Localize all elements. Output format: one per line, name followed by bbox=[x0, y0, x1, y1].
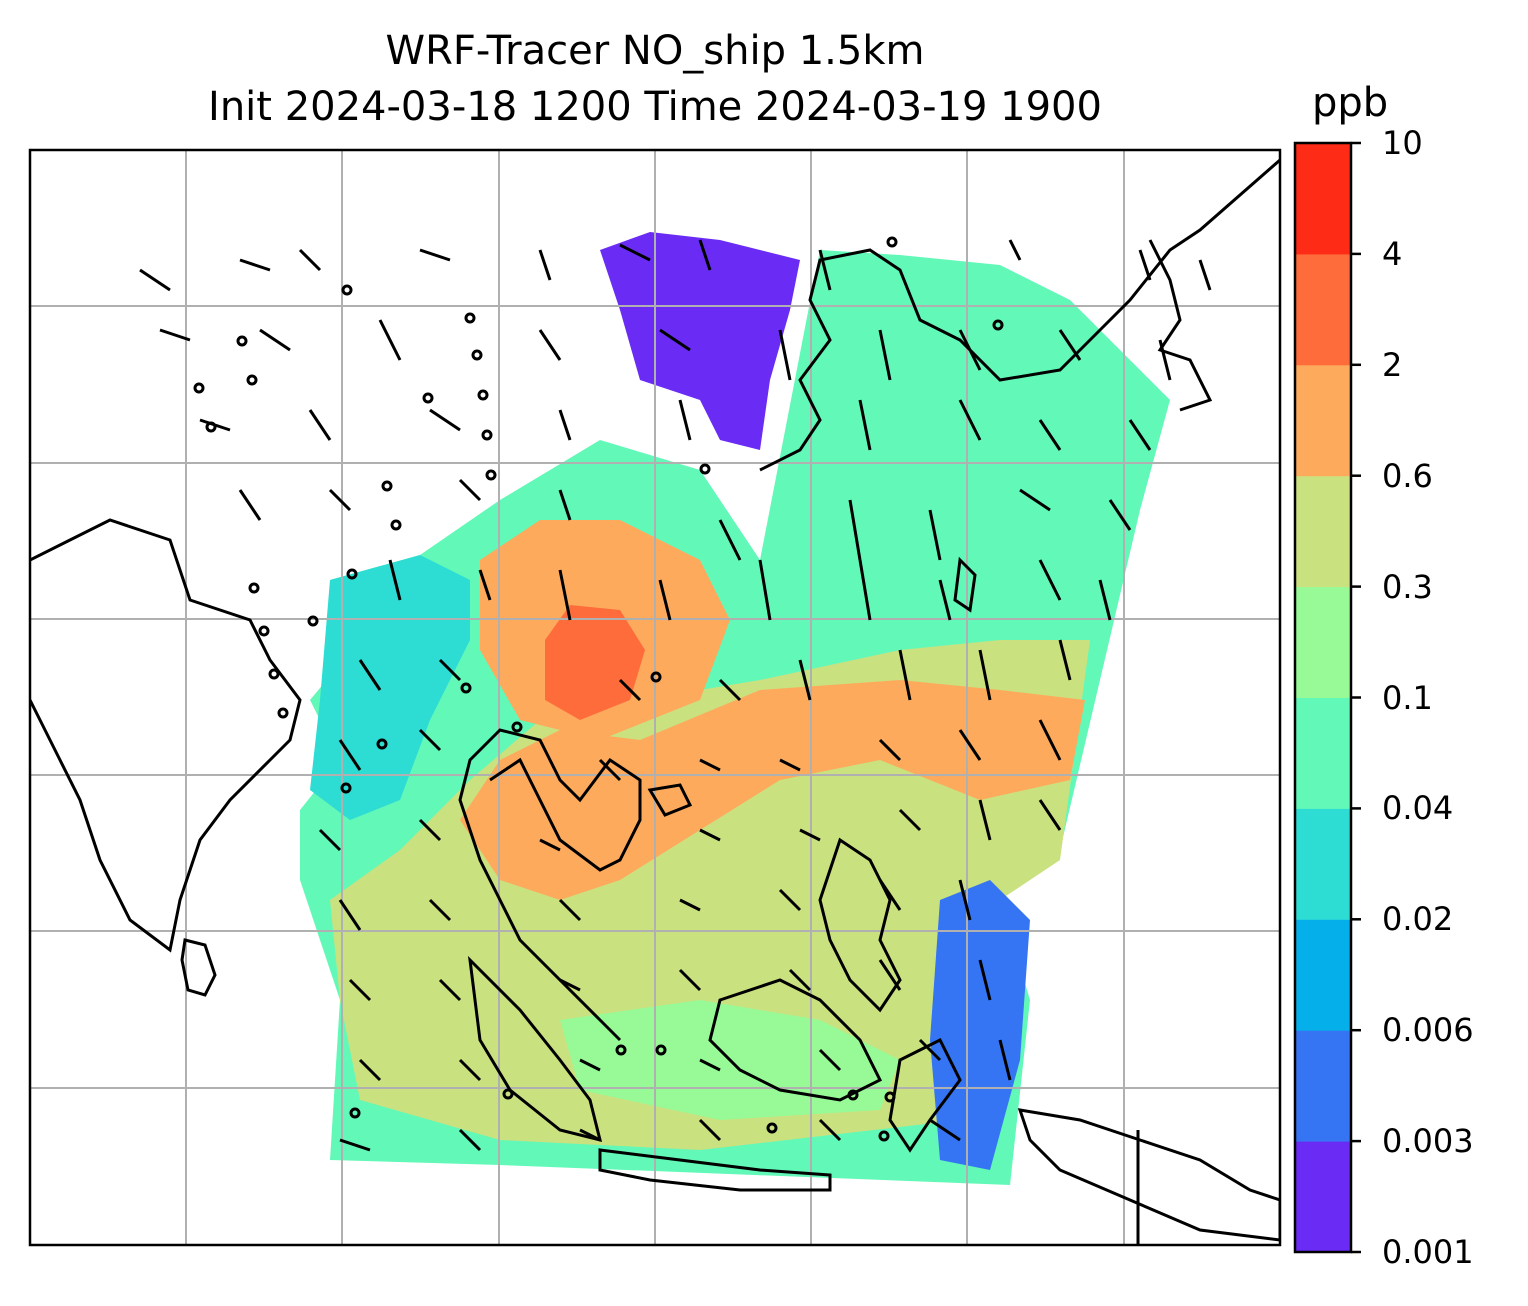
colorbar-segment bbox=[1295, 697, 1351, 809]
colorbar-unit: ppb bbox=[1312, 80, 1389, 126]
colorbar-segment bbox=[1295, 808, 1351, 920]
gridlines bbox=[30, 150, 1280, 1245]
colorbar-segment bbox=[1295, 1030, 1351, 1142]
coastline-borneo bbox=[708, 978, 883, 1102]
map-title-line1: WRF-Tracer NO_ship 1.5km bbox=[385, 28, 925, 74]
colorbar-tick-label: 0.001 bbox=[1382, 1233, 1474, 1271]
colorbar-frame bbox=[1293, 141, 1353, 1254]
colorbar-segment bbox=[1295, 364, 1351, 477]
map-frame bbox=[28, 148, 1282, 1247]
coastline-korea bbox=[1148, 239, 1213, 412]
coastline-srilanka bbox=[180, 938, 217, 997]
colorbar bbox=[1295, 141, 1361, 1254]
map-title-line2: Init 2024-03-18 1200 Time 2024-03-19 190… bbox=[208, 84, 1102, 130]
colorbar-tick-label: 0.3 bbox=[1382, 567, 1433, 606]
colorbar-segment bbox=[1295, 143, 1351, 255]
field-band-sea-ne bbox=[600, 232, 800, 450]
colorbar-segment bbox=[1295, 475, 1351, 588]
colorbar-tick-label: 4 bbox=[1382, 234, 1403, 273]
coastline-indochina bbox=[458, 728, 642, 1042]
colorbar-tick-label: 0.04 bbox=[1382, 789, 1454, 828]
colorbar-tick-label: 2 bbox=[1382, 345, 1403, 384]
colorbar-tick-label: 0.1 bbox=[1382, 678, 1433, 717]
colorbar-segment bbox=[1295, 253, 1351, 366]
coastline-china bbox=[759, 158, 1280, 472]
field-band-orange bbox=[460, 680, 1085, 900]
colorbar-tick-label: 0.006 bbox=[1382, 1011, 1474, 1050]
colorbar-segment bbox=[1295, 919, 1351, 1031]
colorbar-tick-label: 0.02 bbox=[1382, 900, 1454, 939]
coastline-india bbox=[30, 518, 302, 953]
field-band-red bbox=[545, 605, 645, 720]
concentration-field bbox=[300, 232, 1170, 1185]
coastline-java bbox=[598, 1148, 832, 1192]
coastline-hainan bbox=[647, 783, 693, 817]
coastline-taiwan bbox=[953, 556, 977, 613]
colorbar-tick-label: 0.003 bbox=[1382, 1122, 1474, 1161]
colorbar-segment bbox=[1295, 586, 1351, 698]
colorbar-tick-label: 0.6 bbox=[1382, 456, 1433, 495]
coastline-newguinea bbox=[1017, 1108, 1280, 1242]
field-band-blue-east bbox=[930, 880, 1030, 1170]
colorbar-tick-label: 10 bbox=[1382, 124, 1423, 162]
calm-wind-markers bbox=[193, 236, 1004, 1142]
colorbar-segment bbox=[1295, 1141, 1351, 1253]
